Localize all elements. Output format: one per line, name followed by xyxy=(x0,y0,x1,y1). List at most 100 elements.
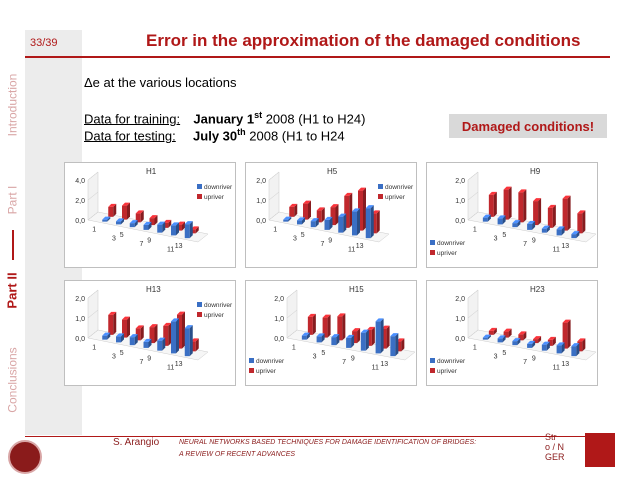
chart-bar-top xyxy=(143,338,152,342)
chart-gridline xyxy=(286,289,298,299)
legend-swatch xyxy=(430,240,435,245)
sidebar-item-introduction[interactable]: Introduction xyxy=(5,73,20,137)
chart-bar-side xyxy=(371,326,375,346)
chart-bar xyxy=(171,321,176,354)
legend-label: downriver xyxy=(256,358,285,365)
chart-bar-top xyxy=(171,222,179,226)
chart-bar-top xyxy=(330,204,339,208)
chart-y-tick: 2,0 xyxy=(455,296,465,303)
chart-bar-side xyxy=(306,332,310,340)
chart-x-tick: 9 xyxy=(328,238,332,245)
sidebar-item-part-i[interactable]: Part I xyxy=(5,185,20,215)
chart-x-tick: 1 xyxy=(473,345,477,352)
chart-x-tick: 1 xyxy=(92,345,96,352)
chart-bar xyxy=(122,319,127,338)
sidebar-item-part-ii[interactable]: Part II xyxy=(5,271,20,309)
chart-bar-top xyxy=(482,334,491,338)
testing-label: Data for testing: xyxy=(84,128,176,144)
chart-bar-top xyxy=(157,337,166,341)
damaged-conditions-badge: Damaged conditions! xyxy=(449,114,607,138)
chart-bar-side xyxy=(380,318,384,354)
chart-bar-top xyxy=(541,341,550,345)
chart-bar-side xyxy=(107,332,111,340)
chart-x-tick: 3 xyxy=(112,235,116,242)
chart-bar-side xyxy=(538,198,542,226)
chart-gridline xyxy=(286,309,298,319)
stronger-logo: Str o / N GER xyxy=(545,432,565,462)
chart-bar-side xyxy=(386,325,390,349)
chart-bar-side xyxy=(582,338,586,352)
chart-x-tick: 13 xyxy=(356,243,364,250)
chart-gridline xyxy=(286,329,298,339)
chart-bar xyxy=(358,190,363,231)
chart-bar-top xyxy=(116,333,124,337)
chart-bar-top xyxy=(518,189,527,193)
chart-bar xyxy=(577,213,583,234)
chart-h23: H23 0,0 1,0 2,0 1 3 5 7 9 11 13 downriver upriver xyxy=(426,280,598,386)
chart-bar xyxy=(289,206,295,217)
chart-bar-side xyxy=(523,331,527,341)
chart-bar-top xyxy=(149,324,158,328)
chart-bar-top xyxy=(482,214,491,218)
chart-bar-top xyxy=(562,319,571,323)
chart-bar-side xyxy=(134,220,138,228)
legend-swatch xyxy=(378,194,383,199)
chart-y-tick: 0,0 xyxy=(75,218,85,225)
chart-gridline xyxy=(467,211,479,221)
chart-bar xyxy=(316,336,322,343)
chart-bar xyxy=(390,336,396,357)
chart-bar xyxy=(562,198,568,231)
chart-x-tick: 13 xyxy=(175,361,183,368)
chart-bar xyxy=(163,222,169,228)
chart-bar-side xyxy=(182,311,185,349)
chart-bar-side xyxy=(189,221,193,239)
chart-y-tick: 0,0 xyxy=(75,336,85,343)
chart-bar xyxy=(482,217,488,222)
chart-bar-side xyxy=(357,208,360,236)
chart-bar xyxy=(396,341,402,352)
chart-x-tick: 5 xyxy=(120,350,124,357)
chart-bar-top xyxy=(533,336,542,340)
chart-bar xyxy=(129,223,135,228)
chart-bar-side xyxy=(329,216,333,230)
chart-bar-side xyxy=(162,221,166,233)
chart-title: H23 xyxy=(530,285,545,294)
chart-bar-top xyxy=(184,325,193,329)
chart-bar-side xyxy=(567,195,571,231)
chart-title: H1 xyxy=(146,167,157,176)
chart-bar-side xyxy=(140,325,144,341)
chart-bar-side xyxy=(168,219,172,228)
chart-bar-top xyxy=(297,217,305,221)
chart-bar xyxy=(562,322,568,349)
chart-x-tick: 11 xyxy=(348,246,355,253)
chart-bar-side xyxy=(107,216,111,222)
chart-bar-top xyxy=(556,342,565,346)
chart-bar xyxy=(381,328,387,349)
chart-bar xyxy=(307,316,313,335)
chart-bar-top xyxy=(307,313,316,317)
chart-bar-top xyxy=(143,221,152,225)
chart-bar xyxy=(512,341,518,346)
chart-bar-top xyxy=(184,221,193,225)
chart-x-tick: 7 xyxy=(321,241,325,248)
chart-bar xyxy=(488,194,494,217)
chart-x-tick: 3 xyxy=(293,235,297,242)
chart-bar xyxy=(541,344,547,351)
chart-x-tick: 7 xyxy=(140,359,144,366)
chart-bar xyxy=(177,224,182,231)
chart-bar-side xyxy=(493,327,497,335)
slide-title: Error in the approximation of the damage… xyxy=(146,31,581,50)
chart-bar-side xyxy=(493,191,497,217)
chart-bar-side xyxy=(308,200,311,220)
chart-y-tick: 2,0 xyxy=(75,296,85,303)
university-seal xyxy=(8,440,42,474)
chart-bar-side xyxy=(294,203,298,217)
chart-bar-top xyxy=(108,203,117,207)
chart-bar-side xyxy=(508,328,512,338)
chart-bar xyxy=(157,340,163,351)
chart-bar-side xyxy=(121,333,124,343)
chart-y-tick: 1,0 xyxy=(75,316,85,323)
sidebar-item-conclusions[interactable]: Conclusions xyxy=(5,347,20,413)
chart-gridline xyxy=(87,309,99,319)
chart-bar xyxy=(129,337,135,346)
